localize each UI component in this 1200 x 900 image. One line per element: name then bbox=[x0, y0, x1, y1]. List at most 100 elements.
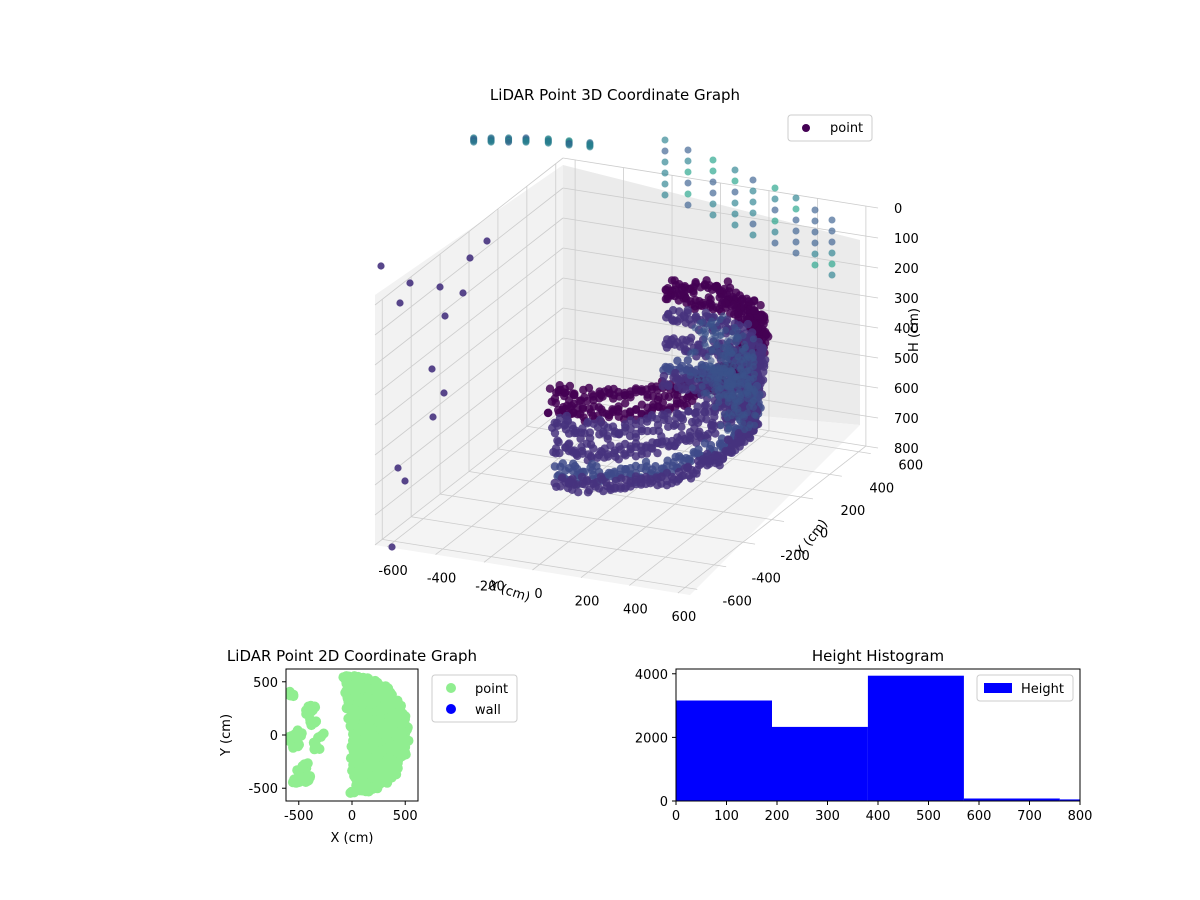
point-3d bbox=[828, 271, 836, 279]
point-3d bbox=[679, 341, 688, 350]
point-3d bbox=[621, 399, 630, 408]
point-2d bbox=[374, 686, 385, 697]
point-2d bbox=[366, 782, 377, 793]
point-3d bbox=[686, 297, 695, 306]
point-3d bbox=[735, 437, 745, 446]
point-2d bbox=[357, 699, 368, 709]
point-3d bbox=[578, 446, 587, 456]
point-3d bbox=[811, 206, 819, 214]
point-3d bbox=[698, 383, 706, 390]
point-2d bbox=[349, 671, 360, 682]
point-3d bbox=[693, 402, 702, 411]
point-3d bbox=[700, 325, 708, 333]
point-3d bbox=[750, 397, 757, 405]
point-2d bbox=[395, 705, 406, 716]
point-3d bbox=[741, 426, 749, 434]
point-3d bbox=[750, 374, 758, 382]
point-3d bbox=[811, 217, 819, 225]
point-3d bbox=[731, 210, 739, 218]
point-2d bbox=[313, 732, 324, 743]
point-3d bbox=[715, 398, 723, 406]
point-3d bbox=[667, 276, 677, 285]
point-3d bbox=[683, 356, 692, 365]
point-3d bbox=[731, 199, 739, 207]
x-tick-label-hist: 500 bbox=[916, 809, 941, 824]
y-tick-label-3d: 0 bbox=[820, 527, 828, 542]
x-tick-label-hist: 0 bbox=[672, 809, 680, 824]
point-3d bbox=[709, 156, 717, 164]
point-3d bbox=[603, 434, 612, 443]
histogram-bar bbox=[963, 798, 1060, 801]
point-3d bbox=[673, 390, 682, 400]
y-tick-label-3d: 600 bbox=[898, 459, 923, 474]
point-3d bbox=[710, 326, 718, 334]
point-3d bbox=[544, 139, 552, 147]
histogram-bar bbox=[867, 675, 964, 801]
point-3d bbox=[551, 398, 560, 408]
point-2d bbox=[343, 702, 354, 712]
point-3d bbox=[744, 382, 752, 390]
point-3d bbox=[586, 143, 594, 151]
point-3d bbox=[701, 400, 711, 409]
point-3d bbox=[746, 366, 754, 374]
y-tick-label-3d: 200 bbox=[840, 504, 865, 519]
point-3d bbox=[715, 293, 724, 302]
point-3d bbox=[735, 335, 743, 343]
point-3d bbox=[544, 408, 553, 417]
histogram-bars bbox=[676, 675, 1080, 801]
point-3d bbox=[729, 329, 737, 337]
point-3d bbox=[715, 392, 722, 400]
point-3d bbox=[701, 340, 709, 347]
x-tick-label-2d: 500 bbox=[393, 809, 418, 824]
point-3d bbox=[731, 166, 739, 174]
point-3d bbox=[750, 354, 757, 362]
point-3d bbox=[691, 324, 699, 332]
point-3d bbox=[574, 488, 583, 497]
point-3d bbox=[583, 488, 593, 497]
z-tick-label-3d: 0 bbox=[894, 202, 902, 217]
histogram-bar bbox=[1059, 799, 1080, 801]
z-tick-label-3d: 800 bbox=[894, 442, 919, 457]
point-3d bbox=[651, 462, 660, 471]
point-3d bbox=[466, 254, 474, 262]
point-3d bbox=[706, 362, 714, 370]
point-3d bbox=[663, 310, 673, 319]
point-cloud-3d bbox=[377, 134, 836, 551]
point-3d bbox=[749, 187, 757, 195]
point-3d bbox=[377, 262, 385, 270]
point-2d bbox=[356, 785, 367, 796]
point-3d bbox=[811, 239, 819, 247]
point-2d bbox=[397, 726, 408, 737]
point-3d bbox=[571, 448, 581, 457]
point-3d bbox=[703, 449, 712, 459]
point-3d bbox=[589, 444, 598, 453]
grid-line-z-3d bbox=[562, 187, 879, 239]
point-3d bbox=[729, 300, 738, 310]
point-2d bbox=[392, 763, 403, 774]
point-3d bbox=[741, 390, 748, 398]
x-tick-label-hist: 800 bbox=[1068, 809, 1093, 824]
point-3d bbox=[550, 428, 560, 438]
point-2d bbox=[376, 717, 387, 728]
legend-2d: point wall bbox=[431, 674, 518, 723]
point-3d bbox=[388, 543, 396, 551]
point-2d bbox=[394, 737, 404, 748]
point-3d bbox=[731, 288, 741, 297]
z-tick-label-3d: 100 bbox=[894, 232, 919, 247]
point-2d bbox=[355, 722, 366, 733]
histogram-bar bbox=[676, 700, 772, 801]
x-tick-label-hist: 100 bbox=[714, 809, 739, 824]
x-axis-label-2d: X (cm) bbox=[331, 831, 374, 846]
point-2d bbox=[345, 682, 356, 693]
point-3d bbox=[662, 343, 672, 352]
point-3d bbox=[771, 217, 779, 225]
point-3d bbox=[406, 279, 414, 287]
grid-line-z-3d bbox=[374, 277, 564, 426]
point-3d bbox=[661, 191, 669, 199]
point-3d bbox=[603, 450, 612, 459]
grid-line-y-3d bbox=[440, 493, 756, 545]
z-tick-label-3d: 600 bbox=[894, 382, 919, 397]
histogram-bar bbox=[772, 726, 868, 801]
grid-line-y-3d bbox=[382, 538, 698, 590]
point-3d bbox=[684, 157, 692, 165]
